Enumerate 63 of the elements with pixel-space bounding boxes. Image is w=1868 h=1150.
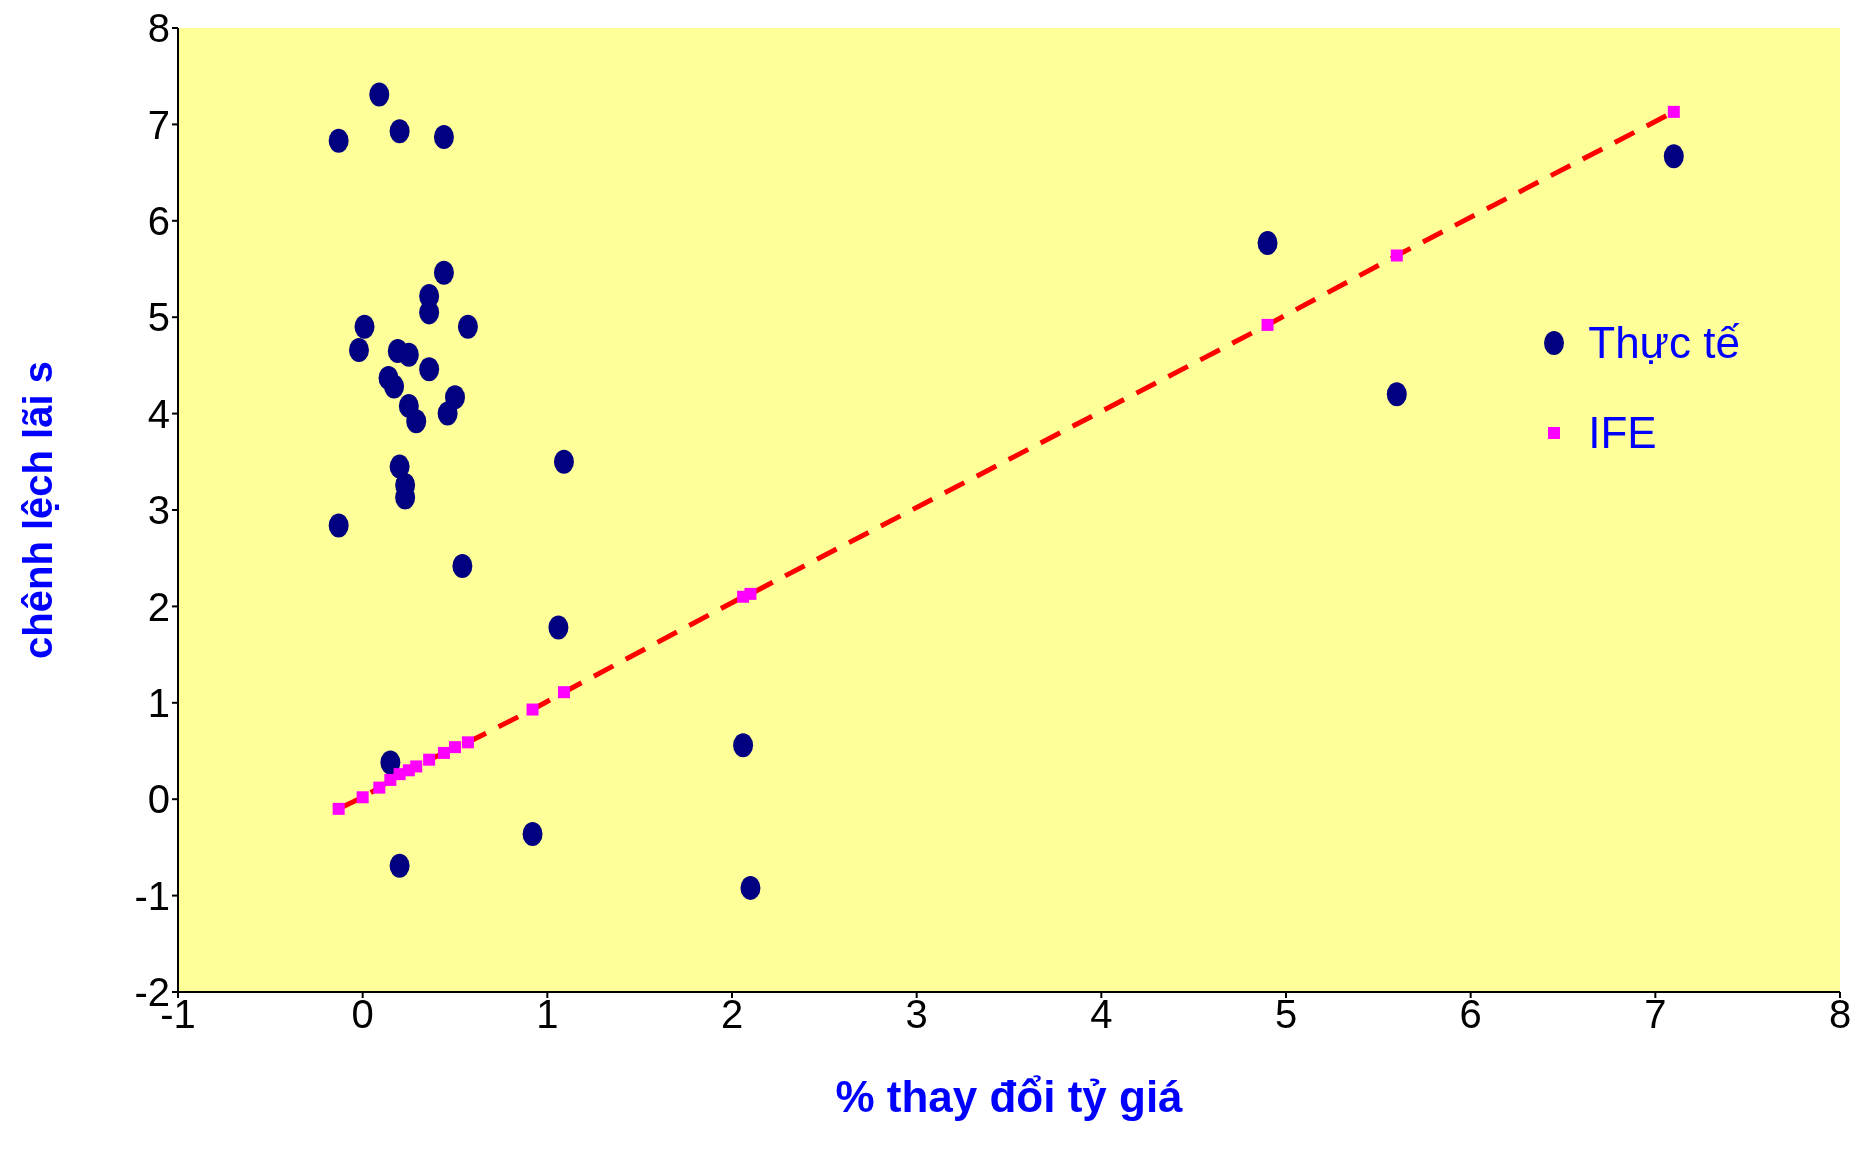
point — [398, 342, 419, 367]
point — [449, 741, 461, 754]
point — [384, 773, 397, 786]
point — [433, 124, 454, 149]
point — [328, 128, 349, 153]
x-tick-label: 3 — [905, 992, 928, 1037]
x-tick-label: 6 — [1459, 992, 1482, 1037]
y-tick-label: 6 — [147, 199, 170, 243]
point — [1663, 144, 1684, 169]
point — [328, 513, 349, 538]
point — [1390, 249, 1403, 262]
legend-label: Thực tế — [1588, 318, 1740, 368]
point — [419, 357, 440, 382]
point — [332, 802, 345, 815]
point — [744, 587, 757, 600]
point — [452, 553, 473, 578]
point — [406, 409, 427, 434]
y-tick-label: 1 — [147, 681, 170, 725]
y-tick-label: 0 — [147, 777, 170, 822]
point — [437, 746, 450, 759]
point — [348, 337, 369, 362]
y-tick-label: 8 — [147, 6, 170, 51]
point — [740, 875, 761, 900]
x-tick-label: 8 — [1828, 992, 1852, 1037]
point — [389, 119, 410, 144]
x-tick-label: 2 — [720, 992, 744, 1037]
x-tick-label: 4 — [1090, 992, 1113, 1037]
point — [423, 753, 436, 766]
y-tick-label: 7 — [147, 102, 170, 147]
point — [733, 733, 754, 758]
point — [526, 703, 539, 716]
point — [433, 260, 454, 285]
point — [553, 449, 574, 474]
y-tick-label: -1 — [134, 873, 170, 918]
point — [548, 615, 569, 640]
point — [380, 750, 401, 775]
legend-label: IFE — [1588, 408, 1657, 458]
y-tick-label: 5 — [147, 295, 170, 340]
point — [369, 82, 390, 107]
y-axis-title: chênh lệch lãi s — [16, 361, 61, 659]
point — [373, 781, 386, 794]
point — [1257, 230, 1278, 255]
point — [354, 314, 375, 339]
x-tick-label: 7 — [1644, 992, 1667, 1037]
point — [457, 314, 478, 339]
y-tick-label: 2 — [147, 584, 170, 629]
point — [389, 853, 410, 878]
point — [410, 760, 423, 773]
point — [522, 821, 543, 846]
point — [437, 401, 458, 426]
x-tick-label: 5 — [1274, 992, 1298, 1037]
point — [1386, 382, 1407, 407]
point — [557, 686, 570, 699]
x-tick-label: 0 — [351, 992, 374, 1037]
point — [1261, 318, 1274, 331]
point — [356, 791, 369, 804]
y-tick-label: 4 — [147, 391, 170, 436]
point — [384, 374, 405, 399]
x-axis-title: % thay đổi tỷ giá — [835, 1072, 1184, 1121]
point — [1667, 105, 1680, 118]
y-tick-label: 3 — [147, 488, 170, 533]
point — [461, 736, 474, 749]
x-tick-label: 1 — [536, 992, 559, 1037]
